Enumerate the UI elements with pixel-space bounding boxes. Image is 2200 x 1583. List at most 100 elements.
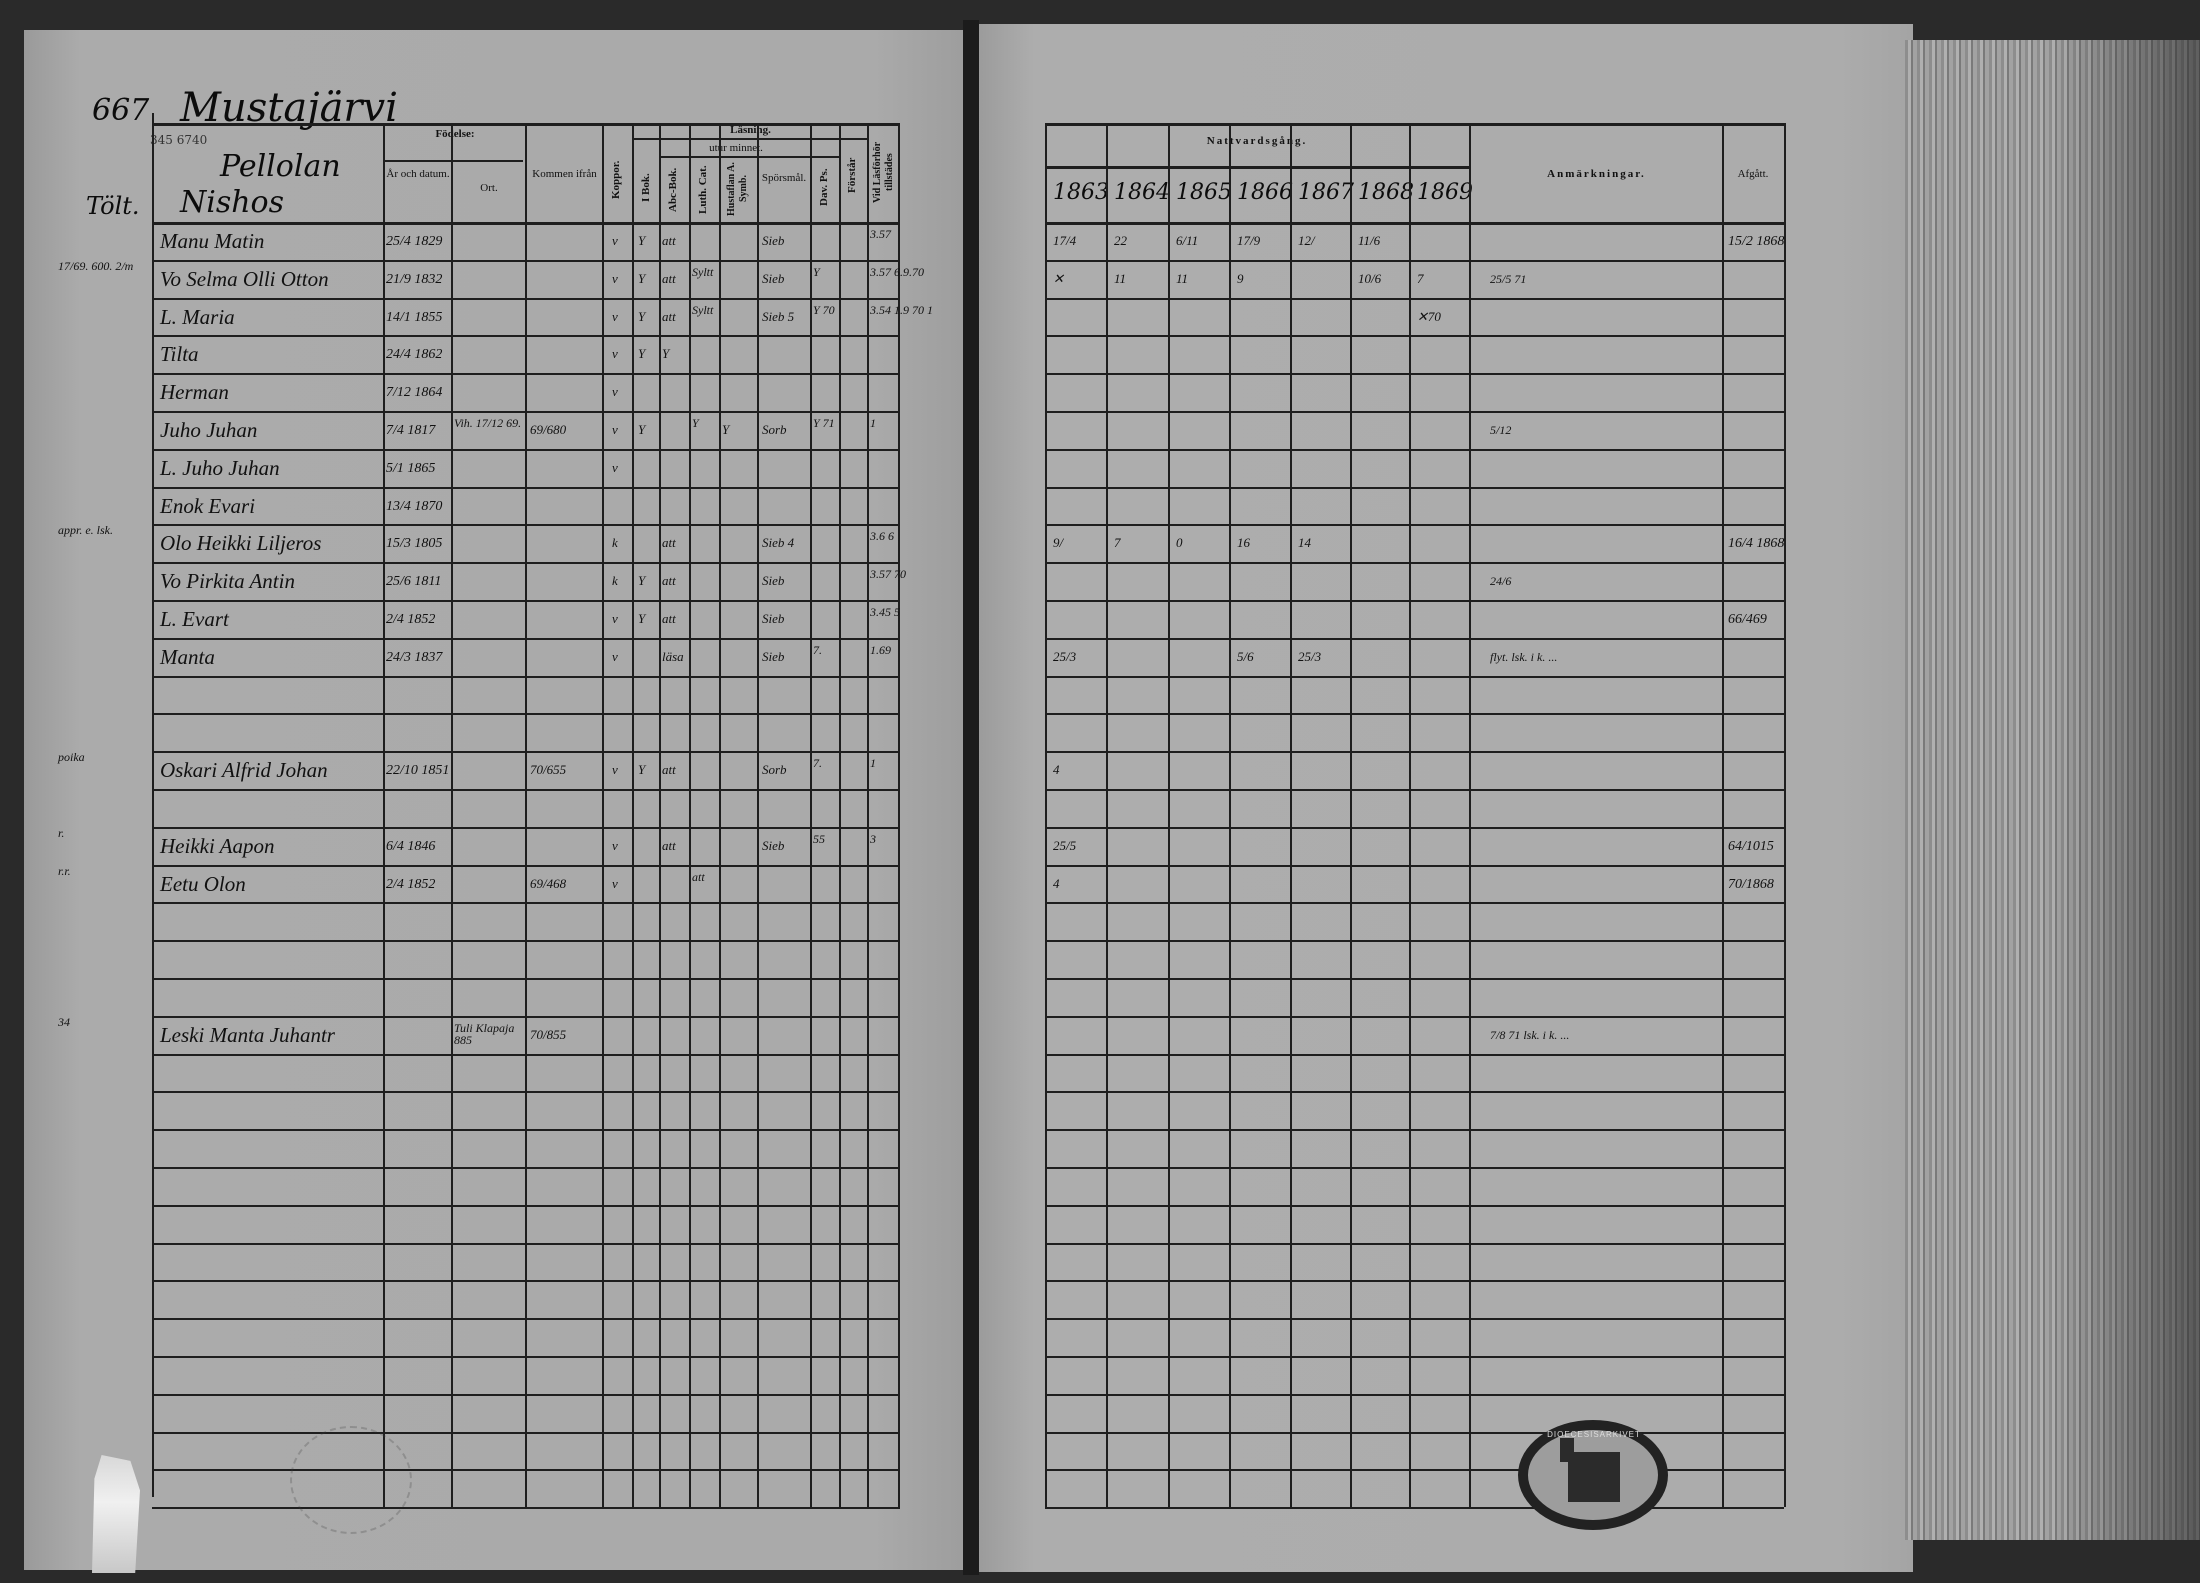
book-reading: Y	[638, 270, 646, 286]
row-rule	[152, 1507, 900, 1510]
smallpox: v	[612, 270, 618, 286]
column-rule	[867, 123, 869, 1508]
book-reading: Y	[638, 308, 646, 324]
header-communion: Nattvardsgång.	[1206, 135, 1308, 147]
book-spine	[963, 20, 979, 1575]
abc-book: att	[662, 762, 676, 778]
village-title: Mustajärvi	[180, 85, 398, 131]
birth-date: 21/9 1832	[386, 271, 443, 287]
row-rule	[1045, 637, 1784, 640]
row-rule	[1045, 1507, 1784, 1510]
communion-1863: 4	[1053, 762, 1060, 778]
column-rule	[1045, 123, 1047, 1508]
row-rule	[1045, 1431, 1784, 1434]
came-from: 69/468	[530, 875, 567, 891]
row-rule	[1045, 675, 1784, 678]
column-rule	[1290, 123, 1292, 1508]
person-name: Oskari Alfrid Johan	[160, 758, 328, 783]
column-rule	[632, 123, 634, 1508]
row-rule	[152, 524, 900, 527]
column-rule	[689, 123, 691, 1508]
row-rule	[1045, 1167, 1784, 1169]
row-rule	[1045, 1242, 1784, 1245]
right-page	[978, 24, 1913, 1572]
header-year-date: År och datum.	[386, 168, 450, 180]
row-rule	[152, 259, 900, 262]
row-rule	[152, 1015, 900, 1018]
remarks: 7/8 71 lsk. i k. ...	[1490, 1027, 1570, 1042]
catechism: Y	[692, 416, 699, 430]
birth-date: 7/4 1817	[386, 423, 436, 438]
archive-seal: DIOECESISARKIVET	[1518, 1420, 1668, 1530]
person-name: L. Juho Juhan	[160, 455, 280, 480]
column-rule	[1106, 123, 1108, 1508]
person-name: Manu Matin	[160, 229, 265, 253]
catechism: Syltt	[692, 264, 714, 279]
margin-note: r.r.	[58, 863, 71, 878]
smallpox: v	[612, 611, 618, 626]
row-rule	[1045, 448, 1784, 451]
catechetical-meeting: 3.57 70	[870, 567, 906, 582]
person-name: Leski Manta Juhantr	[160, 1022, 335, 1047]
smallpox: v	[612, 233, 618, 248]
birth-place: Tuli Klapaja 885	[454, 1020, 515, 1047]
questions: Sieb	[762, 837, 785, 853]
row-rule	[1045, 524, 1784, 527]
birth-date: 2/4 1852	[386, 876, 436, 892]
book-reading: Y	[638, 573, 646, 589]
header-year-1869: 1869	[1417, 180, 1473, 205]
row-rule	[152, 978, 900, 980]
row-rule	[152, 789, 900, 791]
communion-1865: 11	[1176, 270, 1189, 286]
row-rule	[1045, 1469, 1784, 1472]
header-bottom-rule	[1045, 222, 1784, 225]
row-rule	[1045, 902, 1784, 905]
row-rule	[152, 940, 900, 943]
faded-stamp	[290, 1426, 412, 1534]
communion-1863: ✕	[1053, 270, 1064, 286]
row-rule	[1045, 600, 1784, 602]
person-name: L. Evart	[160, 607, 229, 631]
person-name: Vo Selma Olli Otton	[160, 266, 329, 291]
header-smallpox: Koppor.	[610, 160, 622, 200]
communion-1869: ✕70	[1417, 308, 1441, 324]
subheader-rule	[661, 156, 839, 158]
person-name: Tilta	[160, 342, 199, 367]
catechetical-meeting: 3.57 6.9.70	[870, 264, 924, 279]
subheader-rule	[1045, 166, 1469, 169]
row-rule	[1045, 1129, 1784, 1132]
birth-date: 14/1 1855	[386, 309, 443, 325]
header-understands: Förstår	[846, 157, 858, 193]
birth-date: 24/3 1837	[386, 649, 443, 665]
row-rule	[1045, 259, 1784, 262]
margin-note: 34	[58, 1014, 70, 1029]
catechism: att	[692, 869, 705, 884]
row-rule	[1045, 864, 1784, 867]
household-table: Y	[722, 422, 730, 437]
communion-1863: 4	[1053, 875, 1060, 891]
header-fodelse: Födelse:	[435, 128, 475, 140]
row-rule	[152, 1393, 900, 1396]
column-rule	[1168, 123, 1170, 1508]
row-rule	[1045, 1356, 1784, 1358]
row-rule	[152, 486, 900, 489]
row-rule	[152, 826, 900, 829]
header-top-rule	[1045, 123, 1784, 126]
row-rule	[1045, 1393, 1784, 1396]
row-rule	[152, 1242, 900, 1245]
departed: 15/2 1868	[1728, 234, 1785, 249]
person-name: Heikki Aapon	[160, 833, 275, 858]
column-rule	[1350, 123, 1352, 1508]
row-rule	[152, 297, 900, 300]
birth-date: 24/4 1862	[386, 347, 443, 363]
header-year-1866: 1866	[1237, 180, 1293, 205]
abc-book: att	[662, 837, 676, 853]
header-questions: Spörsmål.	[761, 172, 807, 184]
birth-date: 25/4 1829	[386, 234, 443, 249]
communion-1864: 7	[1114, 535, 1121, 551]
row-rule	[1045, 1015, 1784, 1018]
header-remarks: Anmärkningar.	[1547, 168, 1646, 180]
row-rule	[1045, 1053, 1784, 1056]
communion-1866: 9	[1237, 270, 1244, 286]
row-rule	[1045, 940, 1784, 943]
